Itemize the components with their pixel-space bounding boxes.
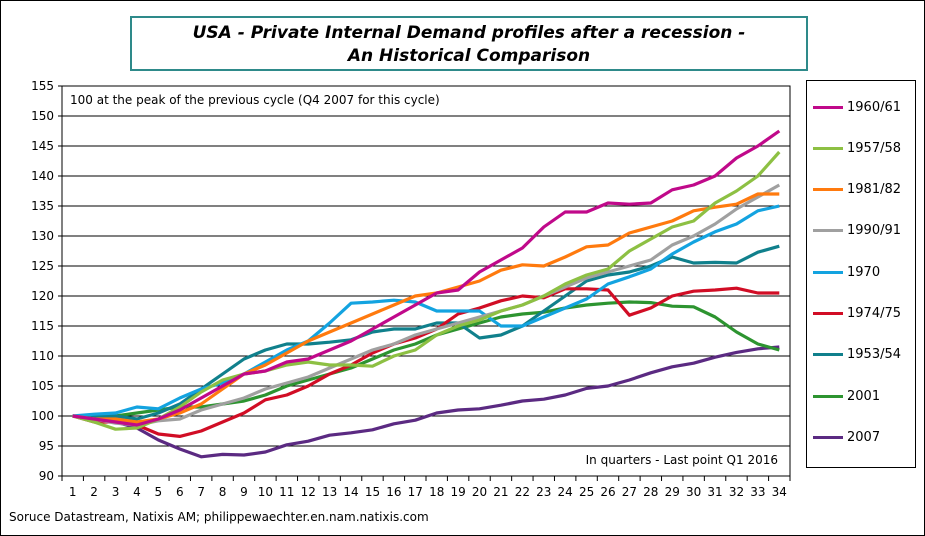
legend-swatch — [813, 353, 843, 357]
y-tick-label: 100 — [31, 409, 54, 423]
x-tick-label: 34 — [772, 485, 787, 499]
x-tick-label: 18 — [429, 485, 444, 499]
y-tick-label: 150 — [31, 109, 54, 123]
chart-title: USA - Private Internal Demand profiles a… — [130, 16, 808, 71]
legend-swatch — [813, 312, 843, 315]
x-tick-label: 16 — [386, 485, 401, 499]
legend-item: 1957/58 — [807, 138, 901, 158]
y-tick-label: 105 — [31, 379, 54, 393]
x-tick-label: 29 — [665, 485, 680, 499]
y-tick-label: 115 — [31, 319, 54, 333]
x-tick-label: 19 — [450, 485, 465, 499]
x-tick-label: 26 — [600, 485, 615, 499]
legend-item: 1953/54 — [807, 345, 901, 365]
x-tick-label: 10 — [258, 485, 273, 499]
x-tick-label: 5 — [155, 485, 163, 499]
series-line-2007 — [72, 345, 780, 459]
legend-label: 1974/75 — [847, 306, 902, 321]
y-tick-label: 135 — [31, 199, 54, 213]
series-line-1957-58 — [72, 150, 781, 431]
y-tick-label: 95 — [39, 439, 54, 453]
y-tick-label: 130 — [31, 229, 54, 243]
x-tick-label: 6 — [176, 485, 184, 499]
x-tick-label: 7 — [197, 485, 205, 499]
y-tick-label: 145 — [31, 139, 54, 153]
x-tick-label: 31 — [707, 485, 722, 499]
x-tick-label: 9 — [240, 485, 248, 499]
annotation-top: 100 at the peak of the previous cycle (Q… — [70, 93, 440, 107]
legend-item: 1981/82 — [807, 180, 901, 200]
y-tick-label: 90 — [39, 469, 54, 483]
legend-item: 1974/75 — [807, 304, 901, 324]
annotation-bottom: In quarters - Last point Q1 2016 — [586, 453, 778, 467]
legend-item: 1960/61 — [807, 97, 901, 117]
x-tick-label: 20 — [472, 485, 487, 499]
legend-item: 2007 — [807, 427, 880, 447]
x-tick-label: 17 — [408, 485, 423, 499]
series-line-1960-61 — [72, 129, 781, 427]
x-tick-label: 30 — [686, 485, 701, 499]
legend-label: 1957/58 — [847, 140, 902, 156]
x-tick-label: 11 — [279, 485, 294, 499]
legend-swatch — [813, 270, 843, 274]
x-tick-label: 24 — [558, 485, 573, 499]
y-tick-label: 155 — [31, 79, 54, 93]
x-tick-label: 33 — [750, 485, 765, 499]
legend-label: 1960/61 — [847, 99, 902, 115]
legend-swatch — [813, 394, 843, 398]
source-note: Soruce Datastream, Natixis AM; philippew… — [9, 510, 429, 524]
legend-label: 2001 — [847, 388, 881, 404]
x-tick-label: 22 — [515, 485, 530, 499]
legend-item: 1970 — [807, 262, 880, 282]
x-tick-label: 21 — [493, 485, 508, 499]
title-line-1: USA - Private Internal Demand profiles a… — [192, 23, 746, 43]
series-line-1990-91 — [72, 183, 781, 427]
y-tick-label: 120 — [31, 289, 54, 303]
legend-label: 1970 — [847, 264, 881, 280]
x-tick-label: 8 — [219, 485, 227, 499]
x-tick-label: 23 — [536, 485, 551, 499]
legend: 1960/61 1957/58 1981/82 1990/91 1970 1974/75 1… — [806, 80, 916, 468]
legend-swatch — [813, 105, 843, 109]
x-tick-label: 14 — [343, 485, 358, 499]
legend-label: 2007 — [847, 429, 881, 445]
legend-swatch — [813, 146, 843, 150]
x-tick-label: 13 — [322, 485, 337, 499]
y-tick-label: 125 — [31, 259, 54, 273]
series-line-1970 — [72, 204, 780, 418]
x-tick-label: 3 — [112, 485, 120, 499]
x-tick-label: 15 — [365, 485, 380, 499]
legend-item: 2001 — [807, 386, 880, 406]
x-tick-label: 1 — [69, 485, 77, 499]
x-tick-label: 32 — [729, 485, 744, 499]
legend-label: 1981/82 — [847, 182, 902, 198]
series-line-1981-82 — [72, 192, 780, 424]
legend-label: 1990/91 — [847, 223, 902, 239]
x-tick-label: 12 — [301, 485, 316, 499]
x-tick-label: 2 — [90, 485, 98, 499]
y-tick-label: 110 — [31, 349, 54, 363]
legend-item: 1990/91 — [807, 221, 901, 241]
legend-label: 1953/54 — [847, 347, 902, 363]
y-tick-label: 140 — [31, 169, 54, 183]
legend-swatch — [813, 229, 843, 233]
x-tick-label: 27 — [622, 485, 637, 499]
legend-swatch — [813, 435, 843, 439]
legend-swatch — [813, 188, 843, 192]
x-tick-label: 25 — [579, 485, 594, 499]
x-tick-label: 28 — [643, 485, 658, 499]
title-line-2: An Historical Comparison — [347, 46, 591, 66]
x-tick-label: 4 — [133, 485, 141, 499]
